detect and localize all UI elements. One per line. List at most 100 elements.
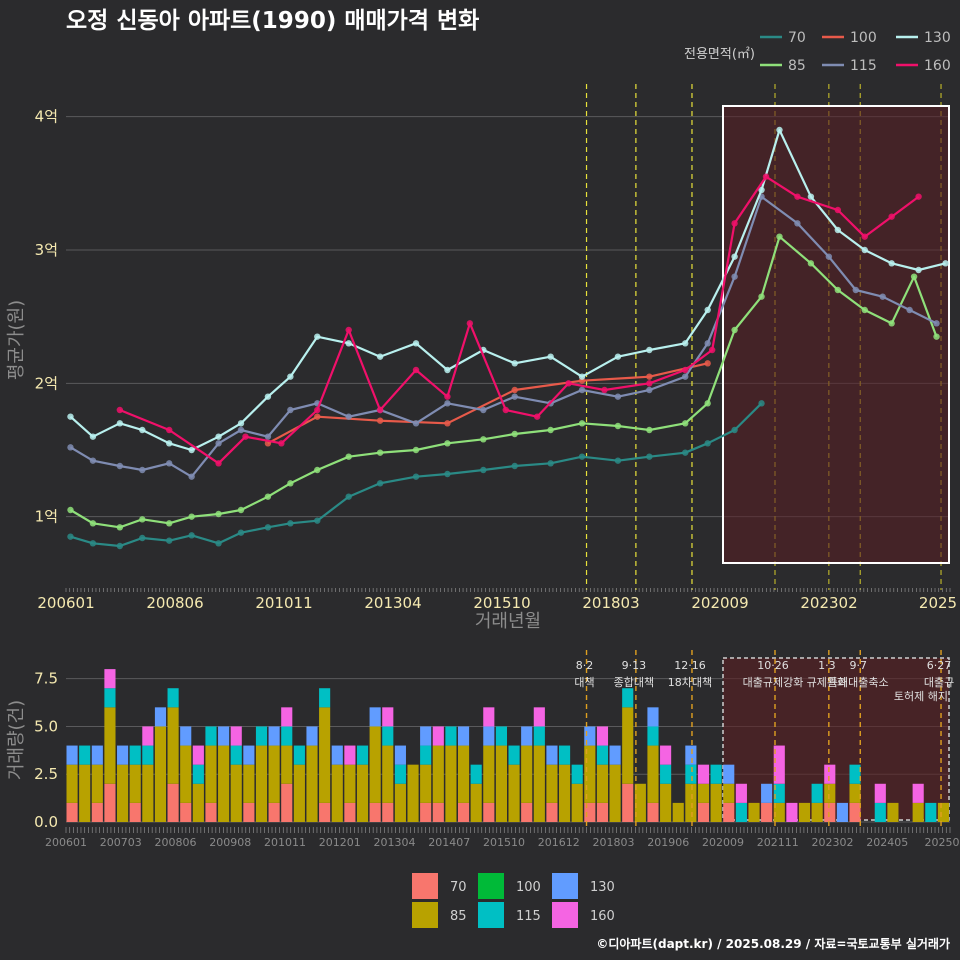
volume-bar-160	[697, 764, 710, 784]
volume-bar-115	[205, 726, 217, 746]
price-point	[215, 460, 222, 467]
volume-bar-85	[697, 783, 710, 803]
price-point	[888, 260, 895, 267]
volume-bar-70	[483, 802, 495, 822]
volume-bar-115	[710, 764, 722, 784]
volume-bar-115	[811, 783, 823, 803]
volume-bar-85	[306, 745, 318, 822]
policy-date-label: 9·7	[850, 659, 868, 672]
price-point	[116, 542, 124, 550]
price-y-tick-label: 2억	[35, 374, 58, 392]
price-point	[906, 306, 913, 314]
volume-bar-160	[773, 745, 785, 784]
price-point	[139, 426, 146, 434]
volume-x-tick-label: 200601	[45, 836, 87, 849]
volume-recent-highlight	[722, 657, 950, 821]
legend2-label-100: 100	[516, 880, 541, 895]
price-point	[215, 433, 222, 440]
volume-bar-70	[432, 802, 444, 822]
volume-bar-85	[117, 764, 129, 822]
volume-bar-115	[735, 802, 747, 822]
volume-bar-85	[407, 764, 419, 822]
price-point	[188, 473, 195, 480]
legend2-label-130: 130	[590, 880, 615, 895]
price-series-100	[264, 360, 711, 447]
volume-bar-85	[129, 764, 141, 803]
price-point	[933, 333, 940, 340]
price-point	[834, 206, 842, 214]
volume-bar-85	[243, 764, 255, 803]
volume-x-tick-label: 201510	[483, 836, 525, 849]
volume-bar-85	[79, 764, 91, 822]
price-point	[565, 380, 572, 387]
price-point	[646, 426, 653, 434]
price-point	[601, 386, 608, 394]
volume-bar-115	[622, 688, 634, 708]
price-point	[758, 400, 765, 407]
volume-bar-115	[129, 745, 141, 765]
volume-bar-70	[420, 802, 432, 822]
price-point	[547, 460, 554, 467]
price-point	[188, 532, 195, 539]
volume-bar-70	[596, 802, 609, 822]
volume-bar-160	[735, 783, 747, 803]
price-point	[933, 320, 940, 327]
volume-bar-115	[319, 688, 331, 708]
volume-bar-160	[192, 745, 204, 765]
price-point	[776, 126, 783, 134]
price-point	[511, 430, 518, 438]
volume-bar-130	[521, 726, 533, 746]
policy-name-label: 규제완화	[807, 676, 847, 689]
price-x-tick-label: 201803	[582, 594, 639, 612]
volume-bar-130	[117, 745, 129, 765]
price-point	[762, 173, 770, 180]
price-point	[67, 533, 74, 540]
volume-bar-115	[495, 726, 507, 746]
volume-x-tick-label: 201201	[319, 836, 361, 849]
price-point	[578, 386, 586, 394]
volume-bar-115	[533, 726, 545, 746]
volume-bar-85	[445, 745, 457, 822]
volume-highlight-box	[722, 657, 950, 821]
legend-label-70: 70	[788, 30, 806, 46]
price-point	[614, 393, 622, 400]
volume-bar-85	[432, 745, 444, 803]
volume-bar-85	[91, 764, 103, 803]
volume-bar-115	[420, 745, 432, 765]
volume-bar-115	[230, 745, 242, 765]
volume-bar-70	[697, 802, 710, 822]
price-point	[852, 286, 859, 294]
price-point	[646, 373, 653, 380]
volume-bar-115	[571, 764, 583, 784]
volume-bar-130	[154, 707, 167, 727]
price-point	[376, 480, 384, 487]
price-point	[444, 366, 451, 374]
volume-bar-85	[647, 745, 659, 803]
price-x-ticks: 200601 200806 201011 201304 201510 201803 2020…	[37, 588, 957, 612]
volume-bar-85	[622, 707, 634, 784]
volume-bar-130	[584, 726, 596, 746]
volume-bar-85	[255, 745, 268, 822]
price-x-tick-label: 201304	[364, 594, 421, 612]
volume-x-tick-label: 200908	[209, 836, 251, 849]
policy-date-label: 1·3	[818, 659, 836, 672]
legend2-swatch-160	[552, 902, 578, 928]
price-point	[287, 406, 294, 414]
volume-bars	[66, 669, 949, 822]
legend-label-160: 160	[924, 58, 951, 74]
chart-title: 오정 신동아 아파트(1990) 매매가격 변화	[66, 8, 479, 34]
volume-bar-70	[243, 802, 255, 822]
price-point	[166, 537, 173, 544]
price-point	[888, 213, 895, 220]
volume-bar-160	[824, 764, 836, 784]
policy-date-label: 6·27	[927, 659, 952, 672]
volume-bar-160	[104, 669, 116, 689]
price-point	[166, 440, 173, 447]
price-point	[731, 426, 738, 434]
volume-bar-130	[483, 726, 495, 746]
price-point	[861, 306, 868, 314]
price-point	[731, 220, 738, 227]
price-point	[682, 373, 689, 380]
price-point	[444, 400, 451, 407]
price-x-tick-label: 201510	[473, 594, 530, 612]
